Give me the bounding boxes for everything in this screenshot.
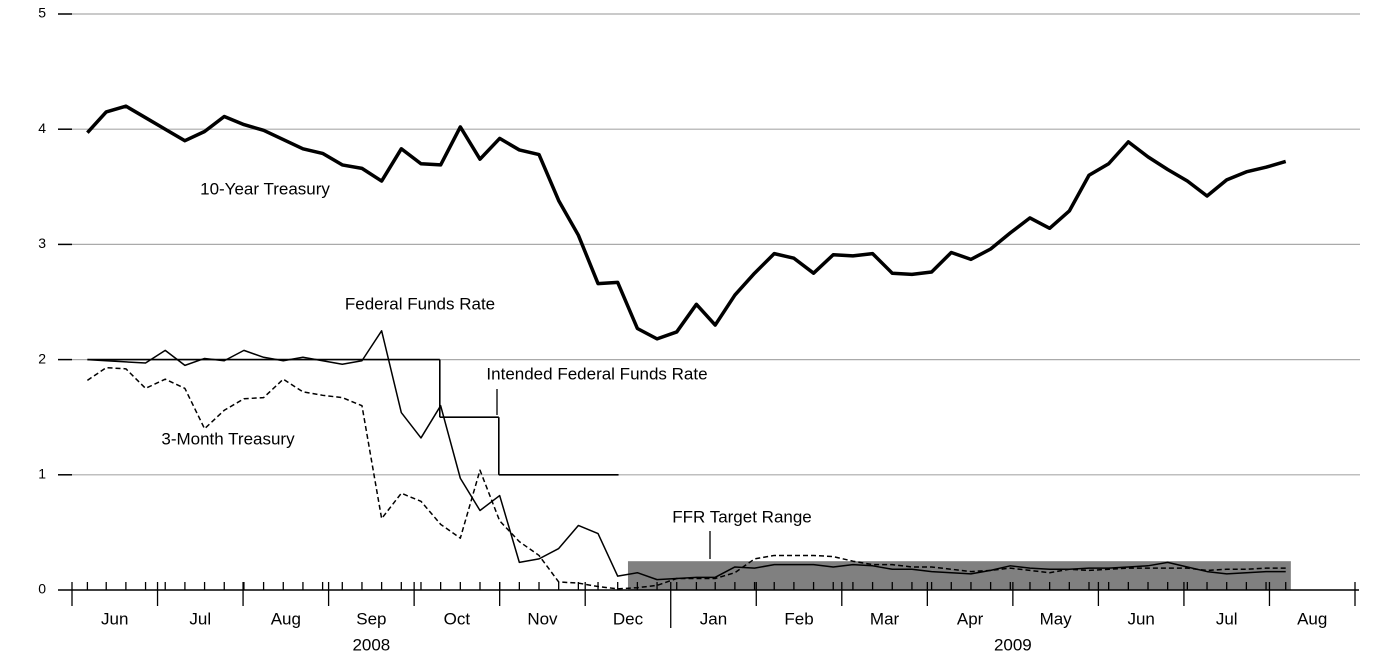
x-tick-label: Jul bbox=[189, 609, 211, 628]
target-range bbox=[627, 561, 1291, 590]
x-tick-label: May bbox=[1040, 609, 1073, 628]
x-tick-label: Aug bbox=[1297, 609, 1327, 628]
series-label: 3-Month Treasury bbox=[161, 429, 295, 448]
x-tick-label: Jul bbox=[1216, 609, 1238, 628]
y-tick-label: 0 bbox=[38, 581, 46, 597]
x-tick-label: Jun bbox=[1127, 609, 1154, 628]
y-tick-label: 2 bbox=[38, 350, 46, 366]
y-tick-label: 3 bbox=[38, 235, 46, 251]
year-label: 2009 bbox=[994, 635, 1032, 654]
x-tick-label: Aug bbox=[271, 609, 301, 628]
y-tick-label: 5 bbox=[38, 5, 46, 21]
series-line bbox=[86, 366, 1286, 590]
x-tick-label: Dec bbox=[613, 609, 644, 628]
x-tick-label: Mar bbox=[870, 609, 900, 628]
x-tick-label: Feb bbox=[784, 609, 813, 628]
x-tick-label: Sep bbox=[356, 609, 386, 628]
x-tick-label: Jun bbox=[101, 609, 128, 628]
x-tick-label: Oct bbox=[444, 609, 471, 628]
y-tick-label: 1 bbox=[38, 466, 46, 482]
series-line bbox=[86, 104, 1287, 341]
y-tick-label: 4 bbox=[38, 120, 46, 136]
series-label: 10-Year Treasury bbox=[200, 179, 330, 198]
x-tick-label: Apr bbox=[957, 609, 984, 628]
x-tick-label: Jan bbox=[700, 609, 727, 628]
year-label: 2008 bbox=[352, 635, 390, 654]
range-label: FFR Target Range bbox=[672, 507, 812, 526]
x-tick-label: Nov bbox=[527, 609, 558, 628]
series-label: Federal Funds Rate bbox=[345, 294, 495, 313]
series-label: Intended Federal Funds Rate bbox=[486, 364, 707, 383]
